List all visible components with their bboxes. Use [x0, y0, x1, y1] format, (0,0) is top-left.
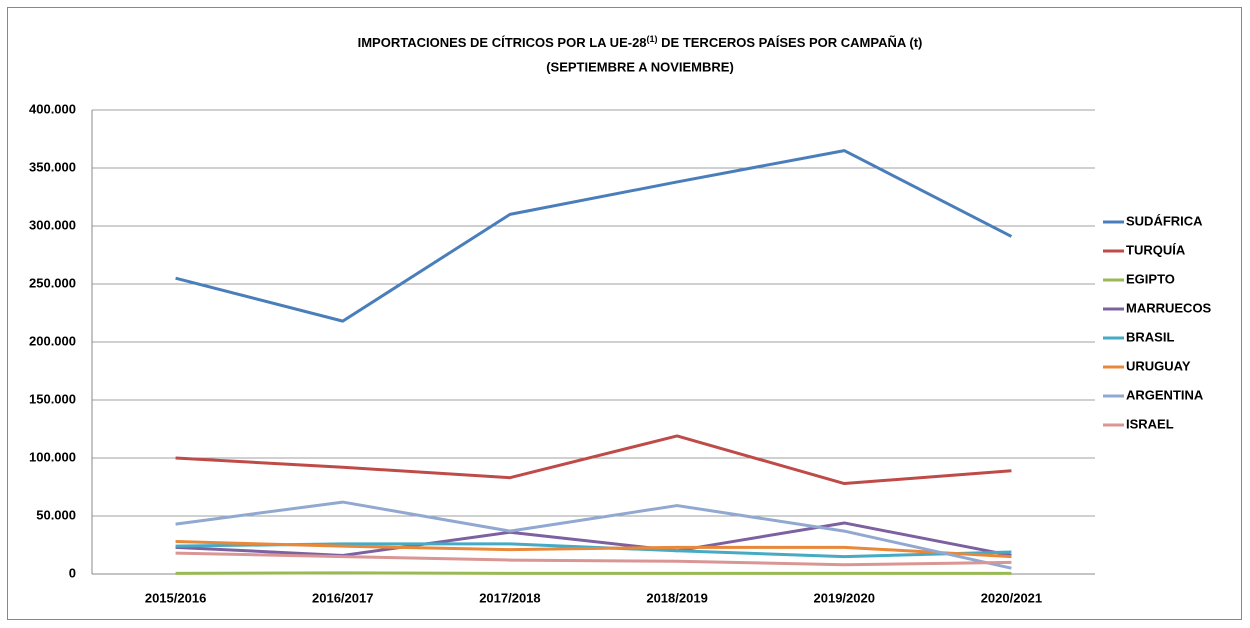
legend-label: BRASIL — [1126, 329, 1174, 344]
y-tick-label: 400.000 — [29, 101, 76, 116]
legend-label: SUDÁFRICA — [1126, 213, 1203, 228]
y-tick-label: 50.000 — [36, 507, 76, 522]
chart-border — [7, 7, 1242, 620]
series-line — [175, 571, 1012, 575]
legend-label: URUGUAY — [1126, 358, 1191, 373]
series-line — [175, 551, 1012, 567]
y-tick-label: 150.000 — [29, 391, 76, 406]
legend-label: EGIPTO — [1126, 271, 1175, 286]
y-tick-label: 350.000 — [29, 159, 76, 174]
series-line — [175, 521, 1012, 557]
x-tick-label: 2019/2020 — [814, 590, 875, 605]
legend-label: MARRUECOS — [1126, 300, 1212, 315]
x-tick-label: 2020/2021 — [981, 590, 1042, 605]
legend-label: TURQUÍA — [1126, 242, 1186, 257]
y-tick-label: 0 — [69, 565, 76, 580]
y-tick-label: 300.000 — [29, 217, 76, 232]
x-tick-label: 2017/2018 — [479, 590, 540, 605]
x-tick-label: 2018/2019 — [646, 590, 707, 605]
x-tick-label: 2015/2016 — [145, 590, 206, 605]
legend-label: ARGENTINA — [1126, 387, 1204, 402]
chart-subtitle: (SEPTIEMBRE A NOVIEMBRE) — [546, 59, 734, 74]
series-line — [175, 540, 1012, 559]
series-line — [175, 434, 1012, 486]
chart-title: IMPORTACIONES DE CÍTRICOS POR LA UE-28(1… — [358, 34, 923, 50]
y-tick-label: 250.000 — [29, 275, 76, 290]
series-line — [175, 500, 1012, 570]
y-tick-label: 200.000 — [29, 333, 76, 348]
x-tick-label: 2016/2017 — [312, 590, 373, 605]
legend-label: ISRAEL — [1126, 416, 1174, 431]
series-line — [175, 149, 1013, 323]
y-tick-label: 100.000 — [29, 449, 76, 464]
